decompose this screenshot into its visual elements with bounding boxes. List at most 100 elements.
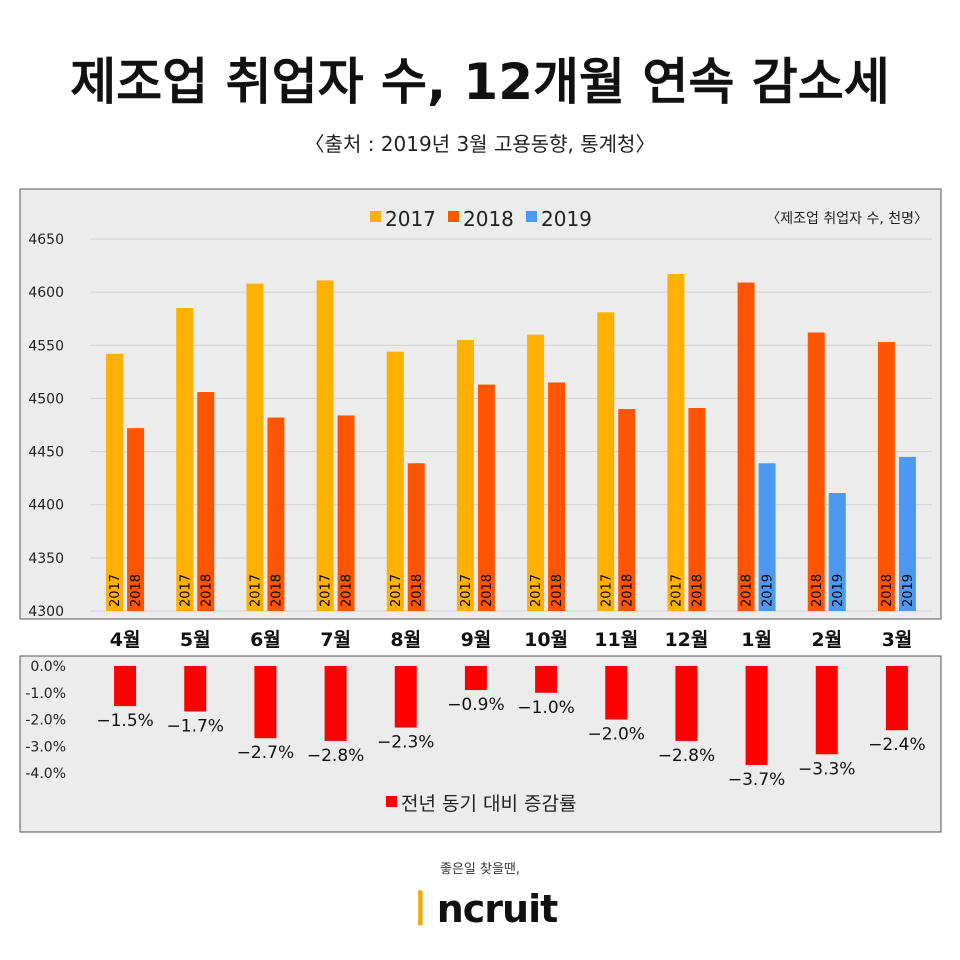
rate-data-label: −1.5% [96, 711, 153, 731]
bar-2018-10 [807, 332, 825, 611]
rate-data-label: −3.7% [728, 770, 785, 790]
bar-year-label: 2018 [550, 574, 565, 607]
bar-2017-1 [176, 308, 194, 611]
legend-swatch-2018 [448, 211, 459, 222]
rate-data-label: −2.4% [868, 735, 925, 755]
rate-data-label: −2.8% [307, 746, 364, 766]
bar-year-label: 2017 [108, 574, 123, 607]
bar-2017-7 [597, 312, 615, 611]
rate-data-label: −1.0% [517, 698, 574, 718]
bar-2018-0 [127, 428, 145, 611]
legend-label-2017: 2017 [385, 207, 436, 231]
rate-bar-2 [254, 666, 277, 739]
rate-bar-4 [394, 666, 417, 728]
legend-label-2019: 2019 [541, 207, 592, 231]
bar-year-label: 2017 [669, 574, 684, 607]
bar-year-label: 2019 [831, 574, 846, 607]
legend-label-2018: 2018 [463, 207, 514, 231]
bar-2018-2 [267, 417, 285, 611]
month-label: 3월 [882, 629, 913, 651]
rate-data-label: −2.3% [377, 733, 434, 753]
bar-2017-6 [527, 334, 545, 611]
bar-year-label: 2017 [319, 574, 334, 607]
rate-y-tick-label: -3.0% [25, 739, 66, 755]
bar-year-label: 2018 [199, 574, 214, 607]
bar-2017-8 [667, 274, 685, 611]
bar-2017-4 [386, 351, 404, 611]
bar-year-label: 2018 [269, 574, 284, 607]
bar-year-label: 2018 [880, 574, 895, 607]
bottom-y-axis: 0.0% -1.0% -2.0% -3.0% -4.0% [25, 659, 66, 782]
rate-data-label: −2.7% [237, 743, 294, 763]
y-tick-label: 4450 [28, 445, 64, 461]
legend-label-rate: 전년 동기 대비 증감률 [401, 793, 576, 815]
rate-bar-5 [464, 666, 487, 691]
top-gridlines [90, 238, 932, 612]
bar-year-label: 2018 [480, 574, 495, 607]
bar-year-label: 2018 [810, 574, 825, 607]
bar-2018-11 [877, 342, 895, 611]
month-label: 9월 [461, 629, 492, 651]
month-label: 5월 [180, 629, 211, 651]
rate-data-label: −2.8% [658, 746, 715, 766]
y-tick-label: 4650 [28, 232, 64, 248]
bar-year-label: 2018 [740, 574, 755, 607]
bar-2018-9 [737, 282, 755, 611]
bar-year-label: 2019 [901, 574, 916, 607]
month-label: 7월 [320, 629, 351, 651]
bar-2018-1 [197, 392, 215, 611]
top-bars [106, 274, 916, 611]
month-label: 4월 [110, 629, 141, 651]
bar-year-label: 2018 [129, 574, 144, 607]
bar-2019-9 [758, 463, 776, 611]
page-title: 제조업 취업자 수, 12개월 연속 감소세 [70, 53, 890, 111]
rate-bar-8 [675, 666, 698, 741]
bar-year-label: 2018 [410, 574, 425, 607]
bar-year-label: 2018 [620, 574, 635, 607]
month-label: 1월 [741, 629, 772, 651]
bar-year-label: 2018 [340, 574, 355, 607]
legend-swatch-2019 [526, 211, 537, 222]
bar-2019-10 [828, 493, 846, 611]
bar-year-label: 2017 [599, 574, 614, 607]
source-note: 〈출처 : 2019년 3월 고용동향, 통계청〉 [304, 132, 656, 156]
bar-2018-3 [337, 415, 355, 611]
bar-2018-8 [688, 407, 706, 611]
y-tick-label: 4350 [28, 551, 64, 567]
bar-2018-5 [477, 384, 495, 611]
rate-bar-6 [535, 666, 558, 693]
rate-labels: −1.5% −1.7% −2.7% −2.8% −2.3% −0.9% −1.0% −2.0%… [96, 695, 925, 790]
rate-data-label: −1.7% [167, 716, 224, 736]
bar-year-label: 2017 [459, 574, 474, 607]
rate-bar-9 [745, 666, 768, 765]
rate-bar-3 [324, 666, 347, 741]
rate-data-label: −0.9% [447, 695, 504, 715]
rate-bar-10 [815, 666, 838, 755]
bar-2017-2 [246, 283, 264, 611]
bar-2018-6 [548, 382, 566, 611]
brand-logo: ㅣncruit [0, 878, 960, 933]
top-y-axis: 4650 4600 4550 4500 4450 4400 4350 4300 [28, 232, 64, 620]
top-bar-year-labels: 2017 2018 2017 2018 2017 2018 2017 2018 2017 2018… [108, 574, 916, 607]
bar-2018-7 [618, 409, 636, 611]
rate-bar-1 [184, 666, 207, 712]
bar-2018-4 [407, 463, 425, 611]
rate-bar-11 [885, 666, 908, 731]
month-label: 12월 [664, 629, 708, 651]
bar-year-label: 2017 [248, 574, 263, 607]
brand-mark-icon: ㅣ [402, 887, 438, 931]
bar-2019-11 [898, 456, 916, 611]
month-label: 10월 [524, 629, 568, 651]
unit-note: 〈제조업 취업자 수, 천명〉 [766, 211, 928, 227]
month-label: 11월 [594, 629, 638, 651]
rate-data-label: −3.3% [798, 759, 855, 779]
bar-year-label: 2018 [690, 574, 705, 607]
rate-y-tick-label: -1.0% [25, 686, 66, 702]
rate-bars [114, 666, 908, 765]
brand-name: ncruit [436, 887, 559, 931]
rate-y-tick-label: 0.0% [30, 659, 66, 675]
legend-swatch-2017 [370, 211, 381, 222]
y-tick-label: 4500 [28, 391, 64, 407]
bar-year-label: 2017 [389, 574, 404, 607]
